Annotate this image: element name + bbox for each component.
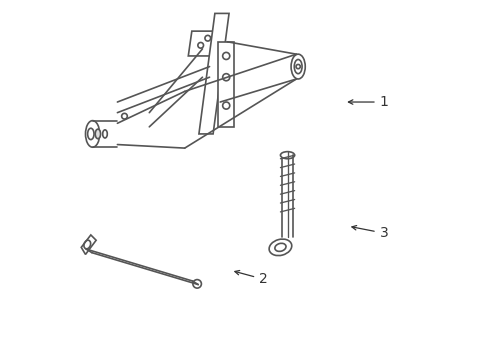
Text: 2: 2	[235, 270, 268, 286]
Ellipse shape	[85, 121, 99, 147]
Polygon shape	[81, 235, 96, 255]
Circle shape	[193, 280, 201, 288]
Polygon shape	[199, 13, 229, 134]
Text: 3: 3	[352, 226, 389, 240]
Text: 1: 1	[348, 95, 389, 109]
Polygon shape	[188, 31, 220, 56]
Ellipse shape	[269, 239, 292, 256]
Polygon shape	[219, 42, 234, 127]
Ellipse shape	[280, 152, 294, 159]
Ellipse shape	[291, 54, 305, 79]
Ellipse shape	[95, 129, 100, 139]
